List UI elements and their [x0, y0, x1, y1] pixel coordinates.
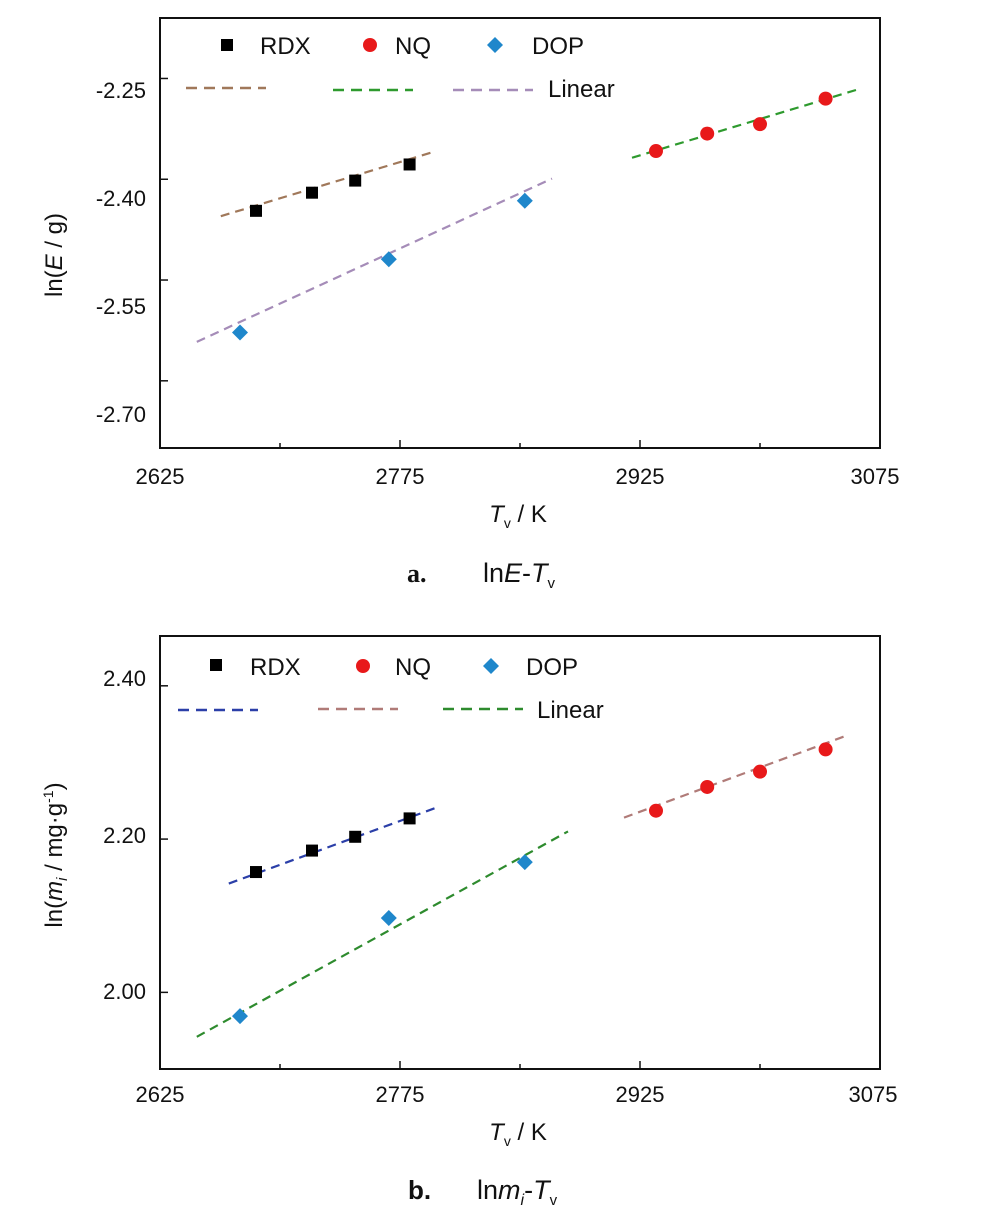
nq-data-point [700, 126, 715, 141]
caption-a-text: lnE-Tv [483, 558, 556, 592]
x-tick-label: 2625 [136, 464, 185, 489]
caption-a-letter: a. [407, 559, 427, 588]
legend-a: RDX NQ DOP Linear [186, 33, 615, 103]
y-tick-label: -2.25 [96, 78, 146, 103]
legend-rdx-label: RDX [250, 654, 301, 681]
nq-data-point [649, 144, 663, 159]
x-tick-label: 2775 [376, 464, 425, 489]
rdx-data-point [349, 174, 362, 187]
legend-dop-label: DOP [526, 654, 578, 681]
nq-data-point [818, 91, 833, 106]
caption-b-letter: b. [408, 1175, 431, 1205]
nq-data-point [700, 779, 715, 794]
caption-b-text: lnmi-Tv [477, 1175, 558, 1209]
legend-nq-label: NQ [395, 33, 431, 60]
legend-b: RDX NQ DOP Linear [178, 654, 604, 724]
rdx-data-point [349, 830, 362, 843]
nq-data-point [818, 742, 833, 757]
caption-a: a. lnE-Tv [407, 558, 556, 592]
y-tick-label: 2.00 [103, 979, 146, 1004]
y-tick-label: -2.40 [96, 186, 146, 211]
legend-nq-label: NQ [395, 654, 431, 681]
legend-dop-marker [487, 37, 503, 53]
nq-data-point [753, 764, 767, 779]
x-tick-label: 2925 [616, 464, 665, 489]
legend-rdx-marker [221, 39, 233, 51]
dop-data-point [380, 251, 397, 268]
rdx-data-point [306, 186, 318, 199]
legend-dop-marker [483, 658, 499, 674]
rdx-data-point [403, 158, 416, 171]
x-tick-label: 2925 [616, 1082, 665, 1107]
legend-dop-label: DOP [532, 33, 584, 60]
nq-fit-line [623, 734, 847, 819]
panel-b: 2.40 2.20 2.00 2625 2775 2925 3075 ln(mi… [40, 635, 898, 1149]
y-tick-label: 2.20 [103, 823, 146, 848]
caption-b: b. lnmi-Tv [408, 1175, 558, 1209]
y-tick-label: 2.40 [103, 666, 146, 691]
legend-nq-marker [356, 659, 370, 673]
x-axis-label: Tv / K [489, 1119, 547, 1149]
dop-fit-line [196, 177, 553, 343]
legend-rdx-marker [210, 659, 222, 671]
plot-frame-b [159, 635, 881, 1070]
x-tick-label: 2625 [136, 1082, 185, 1107]
legend-rdx-label: RDX [260, 33, 311, 60]
rdx-data-point [250, 204, 262, 217]
dop-data-point [232, 324, 248, 341]
x-axis-label: Tv / K [489, 501, 547, 531]
dop-fit-line [196, 830, 569, 1038]
x-tick-label: 3075 [849, 1082, 898, 1107]
dop-data-point [232, 1008, 248, 1025]
nq-data-point [649, 803, 663, 818]
rdx-fit-line [228, 805, 439, 885]
rdx-data-point [306, 844, 318, 857]
y-tick-label: -2.70 [96, 402, 146, 427]
dop-data-point [516, 192, 533, 209]
dop-data-point [380, 910, 397, 927]
y-axis-label: ln(mi / mg·g-1) [40, 782, 71, 927]
y-tick-label: -2.55 [96, 294, 146, 319]
plot-frame-a [159, 17, 881, 449]
x-tick-label: 2775 [376, 1082, 425, 1107]
x-tick-label: 3075 [851, 464, 900, 489]
data-layer-b [159, 685, 881, 1069]
legend-linear-label: Linear [548, 76, 615, 103]
legend-linear-label: Linear [537, 697, 604, 724]
dop-data-point [516, 854, 533, 871]
rdx-data-point [403, 812, 416, 825]
rdx-data-point [250, 866, 262, 879]
y-axis-label: ln(E / g) [41, 213, 68, 297]
panel-a: -2.25 -2.40 -2.55 -2.70 2625 2775 2925 3… [41, 17, 900, 531]
data-layer-a [159, 77, 881, 448]
legend-nq-marker [363, 38, 377, 52]
nq-data-point [753, 117, 767, 132]
